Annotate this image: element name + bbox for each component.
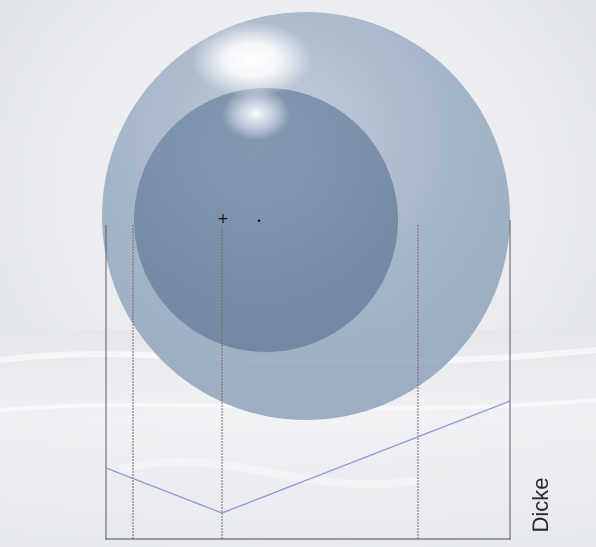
floor-streak bbox=[118, 457, 421, 489]
lens-highlight bbox=[192, 22, 312, 98]
thickness-profile bbox=[105, 400, 511, 514]
inner-lens bbox=[134, 88, 398, 352]
geometric-center-marker: • bbox=[256, 217, 261, 227]
optical-center-marker: + bbox=[217, 211, 229, 227]
lens-highlight bbox=[222, 88, 290, 140]
thickness-axis-label: Dicke bbox=[528, 477, 553, 533]
